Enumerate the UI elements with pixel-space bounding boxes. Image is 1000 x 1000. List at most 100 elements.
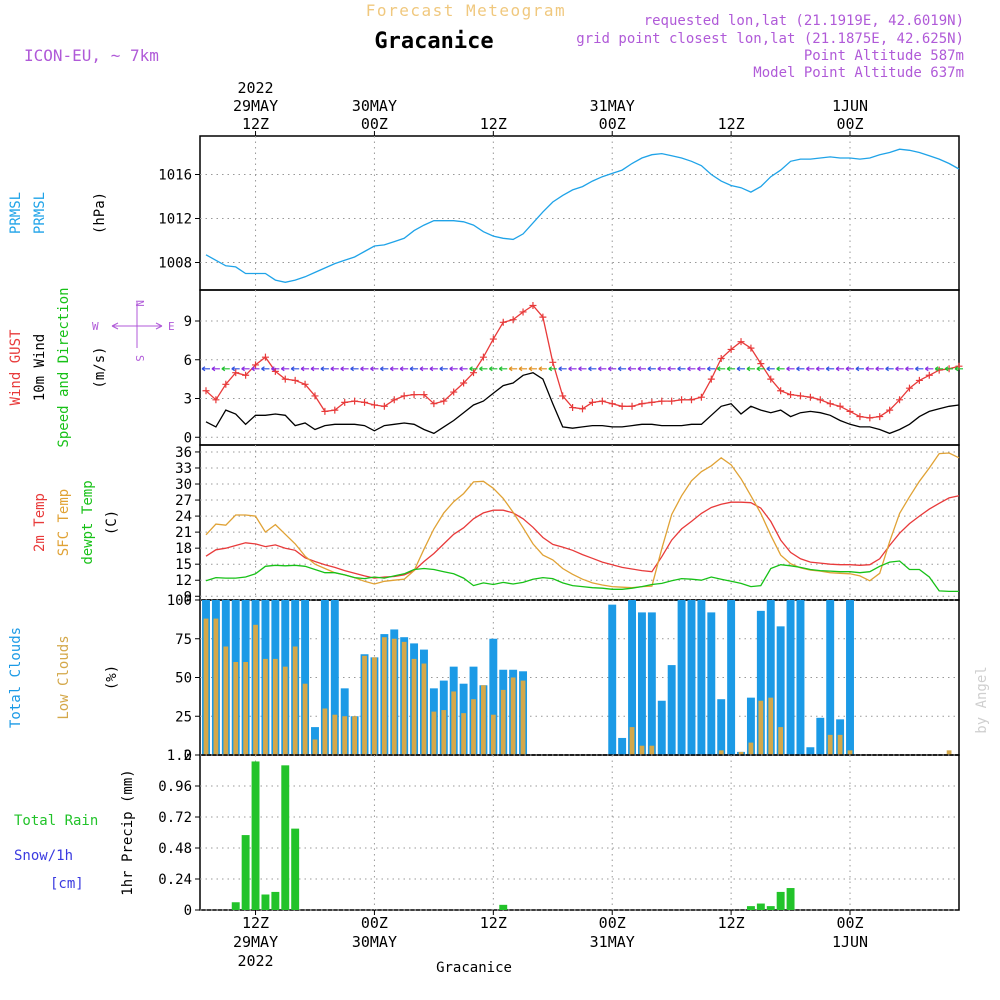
gust-marker <box>687 396 695 404</box>
bar-low-clouds <box>520 680 526 755</box>
bar-low-clouds <box>243 662 249 755</box>
wind-arrow <box>241 366 250 372</box>
bar-low-clouds <box>332 714 338 755</box>
bar-rain <box>746 906 755 910</box>
wind-arrow <box>439 366 448 372</box>
y-tick-label: 0.24 <box>158 872 192 888</box>
wind-arrow <box>221 366 230 372</box>
gust-marker <box>846 407 854 415</box>
top-time-label: 30MAY <box>352 97 397 115</box>
bar-rain <box>251 761 260 910</box>
wind-arrow <box>706 366 716 372</box>
wind-arrow <box>766 366 775 372</box>
series-line <box>205 371 960 435</box>
gust-marker <box>331 406 339 414</box>
bar-low-clouds <box>639 745 645 755</box>
axis-label-rain: Total Rain <box>14 813 98 829</box>
wind-arrow <box>558 366 567 372</box>
bar-rain <box>499 904 508 910</box>
bottom-time-label: 12Z <box>480 914 507 932</box>
point-altitude: Point Altitude 587m <box>804 48 964 64</box>
wind-arrow <box>419 366 428 372</box>
bar-total-clouds <box>697 600 706 755</box>
gust-marker <box>628 402 636 410</box>
gust-marker <box>638 400 646 408</box>
bar-low-clouds <box>272 658 278 755</box>
y-tick-label: 6 <box>184 353 192 369</box>
compass-s: S <box>133 355 146 362</box>
gust-marker <box>341 398 349 406</box>
y-tick-label: 9 <box>184 589 192 605</box>
bar-rain <box>261 894 270 910</box>
bar-low-clouds <box>342 716 348 755</box>
bar-low-clouds <box>500 689 506 755</box>
bar-low-clouds <box>441 710 447 755</box>
axis-label: 10m Wind <box>32 334 48 401</box>
wind-arrow <box>508 366 518 372</box>
gust-marker <box>351 397 359 405</box>
gust-marker <box>727 345 735 353</box>
wind-arrow <box>716 366 726 372</box>
wind-arrow <box>657 366 666 372</box>
top-time-label: 12Z <box>480 115 507 133</box>
bar-low-clouds <box>421 663 427 755</box>
gust-marker <box>747 344 755 352</box>
y-tick-label: 50 <box>175 671 192 687</box>
y-tick-label: 1012 <box>158 212 192 228</box>
requested-coords: requested lon,lat (21.1919E, 42.6019N) <box>644 13 964 29</box>
bar-total-clouds <box>816 717 825 755</box>
model-altitude: Model Point Altitude 637m <box>753 65 964 81</box>
bar-low-clouds <box>213 618 219 755</box>
model-label: ICON-EU, ~ 7km <box>24 46 159 65</box>
wind-arrow <box>934 366 944 372</box>
gust-marker <box>202 387 210 395</box>
wind-arrow <box>647 366 656 372</box>
bar-total-clouds <box>647 612 656 755</box>
gust-marker <box>579 405 586 413</box>
bar-total-clouds <box>667 665 676 755</box>
wind-arrow <box>310 366 319 372</box>
bar-low-clouds <box>748 742 754 755</box>
gust-marker <box>777 387 785 395</box>
wind-arrow <box>360 366 369 372</box>
gust-marker <box>479 353 487 361</box>
y-tick-label: 12 <box>175 573 192 589</box>
unit-label: (%) <box>104 665 120 690</box>
wind-arrow <box>806 366 815 372</box>
bar-low-clouds <box>322 708 328 755</box>
bar-total-clouds <box>727 600 736 755</box>
footer-location: Gracanice <box>436 960 512 976</box>
bar-low-clouds <box>312 739 318 755</box>
y-tick-label: 3 <box>184 392 192 408</box>
y-tick-label: 1008 <box>158 256 192 272</box>
wind-arrow <box>786 366 795 372</box>
wind-arrow <box>924 366 934 372</box>
bar-rain <box>756 903 765 910</box>
gust-marker <box>707 375 715 383</box>
y-tick-label: 0.72 <box>158 810 192 826</box>
wind-arrow <box>251 366 260 372</box>
panel-pressure: 1008 1012 1016 PRMSL PRMSL (hPa) <box>8 135 960 291</box>
series-line <box>205 495 960 579</box>
axis-label: SFC Temp <box>56 489 72 556</box>
bottom-time-label: 30MAY <box>352 933 397 951</box>
bar-low-clouds <box>253 624 258 755</box>
wind-arrow <box>528 366 537 372</box>
bar-total-clouds <box>846 600 854 755</box>
wind-arrow <box>667 366 676 372</box>
gust-marker <box>787 391 795 399</box>
wind-arrow <box>865 366 874 372</box>
bar-low-clouds <box>649 745 655 755</box>
wind-arrow <box>915 366 924 372</box>
axis-label: Total Clouds <box>8 627 24 728</box>
bottom-time-label: 29MAY <box>233 933 278 951</box>
wind-arrow <box>954 366 963 372</box>
compass-n: N <box>133 300 146 307</box>
series-line <box>205 148 960 283</box>
wind-arrow <box>677 366 686 372</box>
gust-marker <box>252 361 260 369</box>
axis-label: dewpt Temp <box>80 480 96 564</box>
y-tick-label: 100 <box>167 593 192 609</box>
